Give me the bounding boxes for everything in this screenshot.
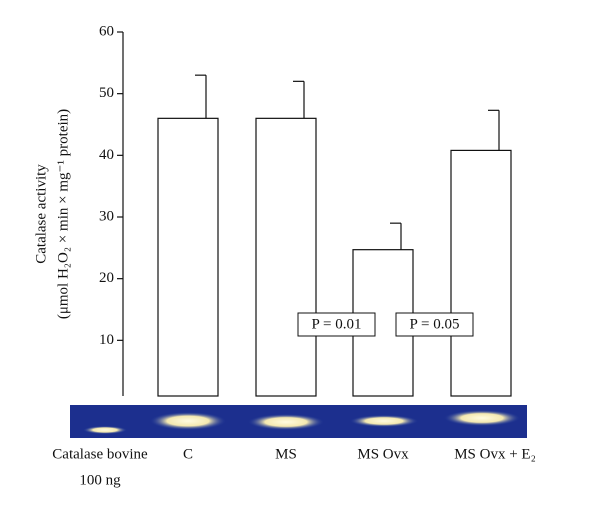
gel-image xyxy=(70,405,527,438)
y-tick-label: 10 xyxy=(99,332,114,348)
bar xyxy=(255,117,317,397)
y-tick-label: 20 xyxy=(99,270,114,286)
y-label-line: (μmol H₂O₂ × min × mg⁻¹ protein) xyxy=(55,109,71,319)
error-bar xyxy=(293,80,305,119)
y-tick-label: 60 xyxy=(99,23,114,39)
y-label-line: Catalase activity xyxy=(33,164,49,264)
x-tick-label: C xyxy=(183,446,193,462)
annotation: P = 0.05 xyxy=(410,316,460,332)
bar xyxy=(450,149,512,397)
y-tick-label: 30 xyxy=(99,208,114,224)
error-bar xyxy=(195,74,207,119)
x-tick-label: MS Ovx xyxy=(357,446,409,462)
annotation-box xyxy=(297,312,376,337)
y-axis-title: Catalase activity (μmol H₂O₂ × min × mg⁻… xyxy=(33,109,71,319)
x-tick-label: MS Ovx + E₂ xyxy=(454,446,536,462)
y-tick-label: 40 xyxy=(99,147,114,163)
error-bar xyxy=(488,109,500,151)
annotation: P = 0.01 xyxy=(312,316,362,332)
reference-label: Catalase bovine xyxy=(52,446,148,462)
y-tick-label: 50 xyxy=(99,85,114,101)
bar xyxy=(157,117,219,397)
x-tick-label: MS xyxy=(275,446,297,462)
annotation-box xyxy=(395,312,474,337)
error-bar xyxy=(390,222,402,250)
reference-label: 100 ng xyxy=(79,472,121,488)
